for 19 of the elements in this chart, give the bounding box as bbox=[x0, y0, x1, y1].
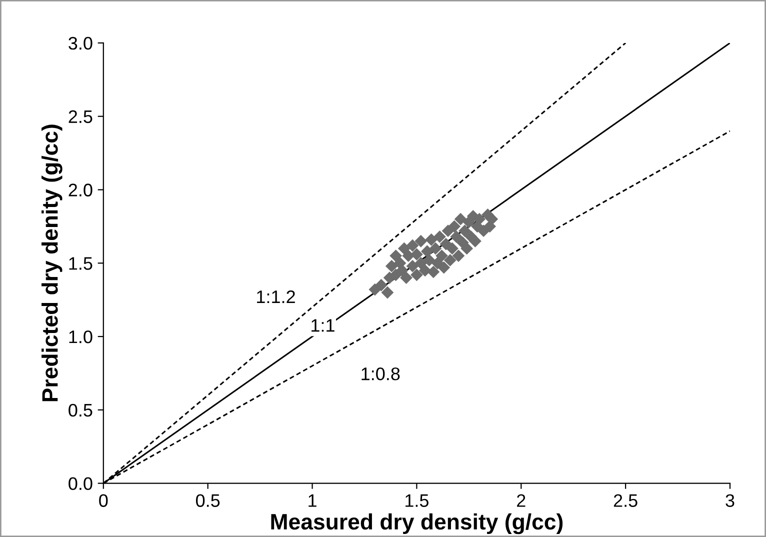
annotation: 1:1 bbox=[312, 319, 334, 332]
x-tick-label: 1 bbox=[308, 494, 316, 507]
annotation: 1:0.8 bbox=[362, 367, 400, 380]
y-tick-label: 3.0 bbox=[68, 36, 92, 50]
annotation: 1:1.2 bbox=[257, 290, 295, 304]
y-axis-title: Predicted dry denity (g/cc) bbox=[42, 124, 62, 402]
y-tick-label: 0.0 bbox=[68, 477, 92, 490]
x-tick-label: 2 bbox=[517, 494, 526, 507]
x-axis-title: Measured dry density (g/cc) bbox=[271, 513, 563, 534]
y-tick-label: 1.5 bbox=[69, 257, 92, 270]
y-tick-label: 2.0 bbox=[68, 184, 92, 196]
x-tick-label: 3 bbox=[726, 494, 734, 507]
y-tick-label: 1.0 bbox=[69, 330, 92, 344]
x-tick-label: 0 bbox=[99, 494, 108, 507]
y-tick-label: 0.5 bbox=[68, 404, 92, 417]
x-tick-label: 2.5 bbox=[614, 494, 638, 507]
x-tick-label: 0.5 bbox=[196, 494, 220, 507]
x-tick-label: 1.5 bbox=[406, 494, 428, 507]
y-tick-label: 2.5 bbox=[68, 110, 92, 124]
